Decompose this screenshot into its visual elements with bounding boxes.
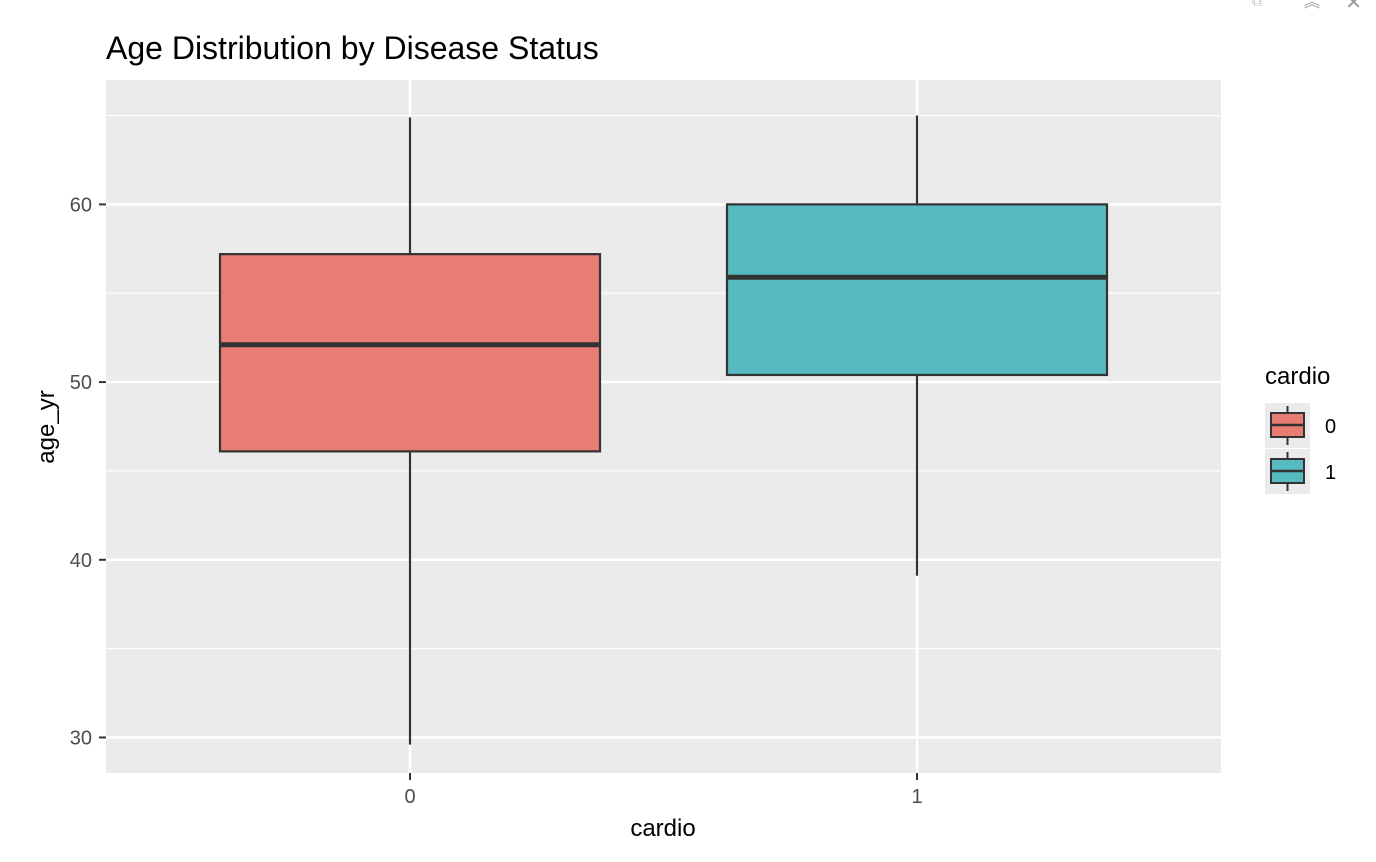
boxplots <box>218 115 1109 745</box>
box-iqr <box>725 203 1109 377</box>
boxplot-1 <box>725 115 1109 576</box>
x-tick-label: 0 <box>404 786 415 808</box>
legend-label: 1 <box>1325 462 1336 484</box>
boxplot-0 <box>218 117 602 745</box>
close-icon[interactable]: ✕ <box>1345 0 1362 14</box>
chart-title: Age Distribution by Disease Status <box>106 30 599 66</box>
legend-label: 0 <box>1325 416 1336 438</box>
y-tick-label: 50 <box>70 372 92 394</box>
box-iqr <box>218 253 602 453</box>
x-tick-label: 1 <box>911 786 922 808</box>
legend-entry-0: 0 <box>1265 403 1336 448</box>
legend: cardio 0 1 <box>1265 363 1336 494</box>
legend-entry-1: 1 <box>1265 449 1336 494</box>
y-axis-title: age_yr <box>33 390 60 463</box>
x-axis-title: cardio <box>630 815 695 842</box>
y-tick-label: 60 <box>70 194 92 216</box>
y-tick-label: 40 <box>70 550 92 572</box>
collapse-icon[interactable]: ︽ <box>1303 0 1320 11</box>
y-tick-label: 30 <box>70 727 92 749</box>
popout-icon[interactable]: ⧉ <box>1252 0 1262 10</box>
legend-title: cardio <box>1265 363 1330 390</box>
y-axis: 30 40 50 60 <box>70 194 106 749</box>
